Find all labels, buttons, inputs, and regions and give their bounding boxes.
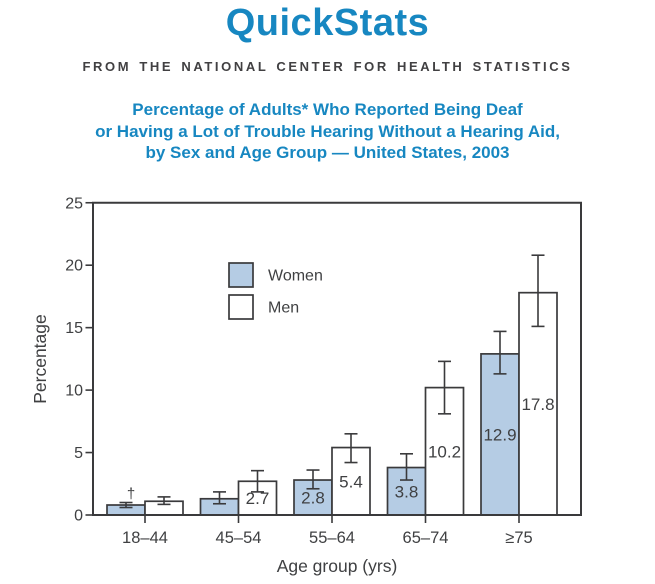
x-axis-title: Age group (yrs) — [277, 556, 398, 576]
legend-label-men: Men — [268, 300, 299, 317]
y-tick-label: 25 — [65, 195, 83, 212]
x-tick-label: 18–44 — [122, 529, 168, 547]
y-tick-label: 5 — [74, 445, 83, 462]
dagger-annotation: † — [127, 486, 135, 503]
x-tick-label: 65–74 — [403, 529, 449, 547]
figure-headline: Percentage of Adults* Who Reported Being… — [0, 99, 655, 164]
brand-subtitle: FROM THE NATIONAL CENTER FOR HEALTH STAT… — [82, 59, 573, 74]
bar-label-men-45-54: 2.7 — [246, 489, 270, 508]
y-tick-label: 20 — [65, 258, 83, 275]
headline-line-3: by Sex and Age Group — United States, 20… — [145, 143, 510, 162]
brand-title: QuickStats — [225, 2, 430, 44]
bar-label-men-65-74: 10.2 — [428, 442, 461, 461]
x-tick-label: 45–54 — [216, 529, 262, 547]
bar-label-women-65-74: 3.8 — [395, 482, 419, 501]
x-tick-label: ≥75 — [505, 529, 532, 547]
plot-frame — [92, 201, 582, 516]
legend-swatch-women — [228, 262, 254, 288]
headline-line-1: Percentage of Adults* Who Reported Being… — [132, 100, 523, 119]
legend-label-women: Women — [268, 268, 323, 285]
y-tick-label: 10 — [65, 383, 83, 400]
bar-label-women-55-64: 2.8 — [301, 489, 325, 508]
x-tick-label: 55–64 — [309, 529, 355, 547]
bar-chart: † 2.8 3.8 12.9 2.7 5.4 10.2 17.8 0 5 10 15 20 25 18–44… — [30, 195, 582, 576]
bar-label-women--75: 12.9 — [483, 425, 516, 444]
y-axis-title: Percentage — [30, 314, 50, 404]
legend-swatch-men — [228, 294, 254, 320]
bar-label-men--75: 17.8 — [521, 395, 554, 414]
y-tick-label: 0 — [74, 508, 83, 525]
y-tick-label: 15 — [65, 320, 83, 337]
bar-label-men-55-64: 5.4 — [339, 472, 363, 491]
headline-line-2: or Having a Lot of Trouble Hearing Witho… — [95, 121, 560, 141]
